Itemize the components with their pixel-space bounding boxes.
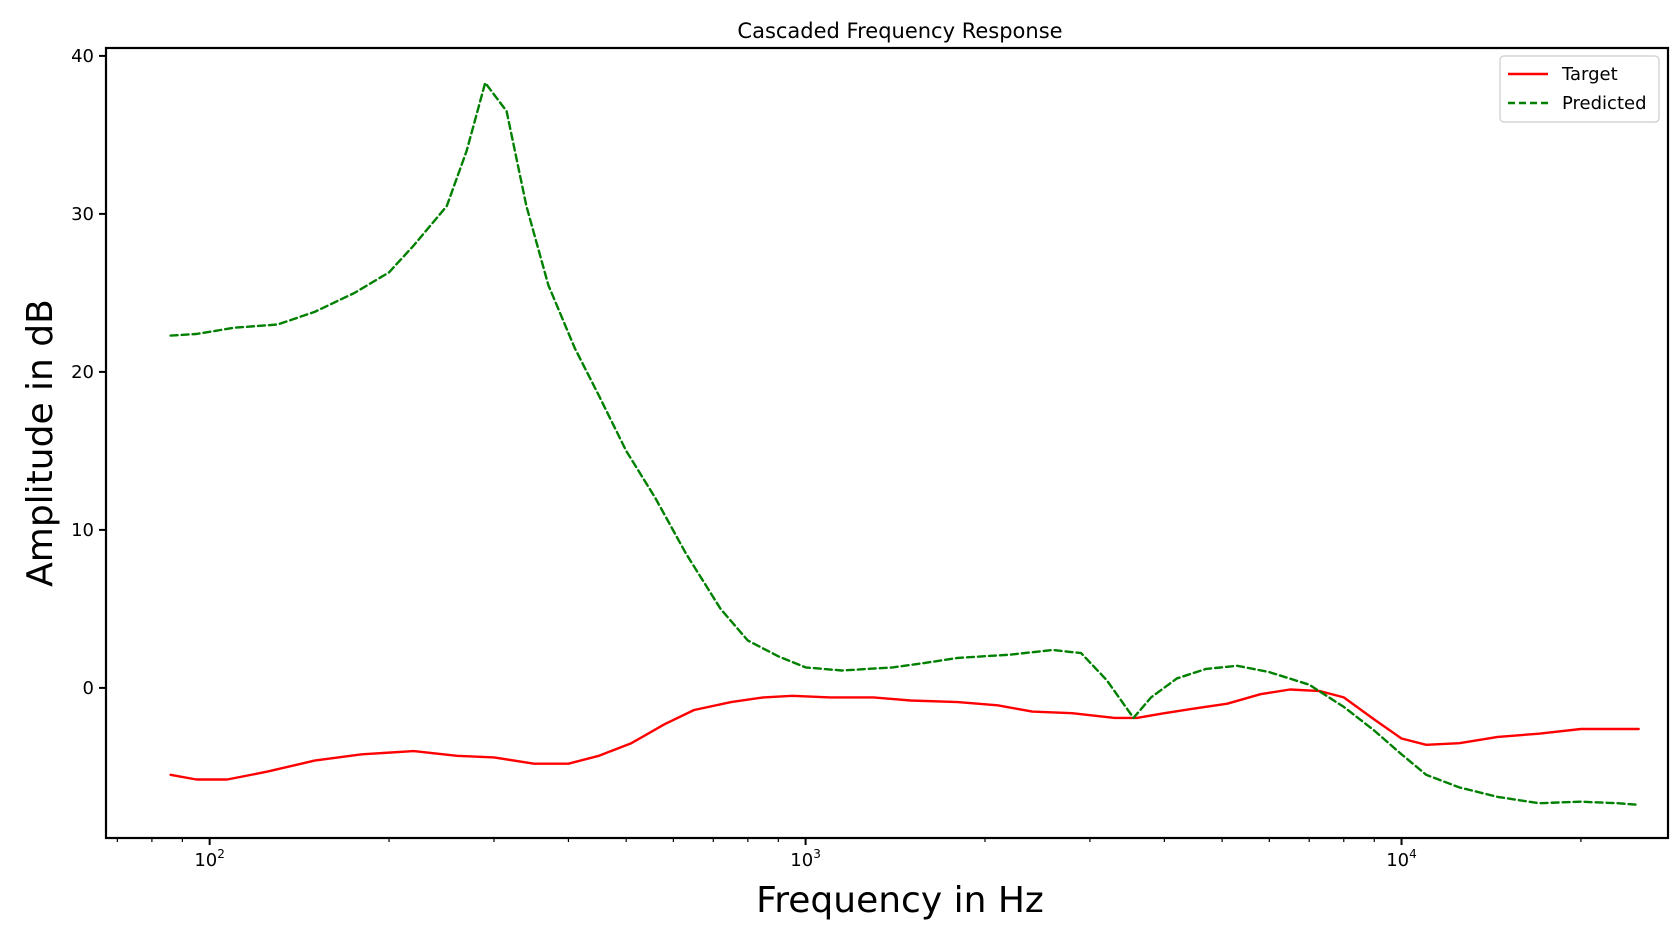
y-tick-label: 20 [71, 362, 94, 383]
y-tick-label: 10 [71, 520, 94, 541]
chart-title: Cascaded Frequency Response [737, 19, 1062, 43]
legend-box [1499, 55, 1660, 123]
y-tick-label: 30 [71, 204, 94, 225]
x-tick-label: 103 [790, 847, 821, 871]
plot-area-frame [104, 46, 1670, 840]
x-axis-label: Frequency in Hz [756, 880, 1044, 921]
series-lines [169, 81, 1640, 806]
plot-border [104, 46, 1670, 840]
x-tick-label: 104 [1386, 847, 1417, 871]
y-axis-label: Amplitude in dB [20, 299, 61, 587]
y-tick-label: 40 [71, 46, 94, 67]
x-tick-label: 102 [194, 847, 225, 871]
y-axis-ticks: 0 10 20 30 40 [71, 46, 106, 699]
x-axis-ticks: 102 103 104 [116, 838, 1582, 871]
series-line-target [169, 688, 1640, 781]
legend-label-target: Target [1561, 64, 1618, 85]
series-line-predicted [169, 81, 1640, 806]
legend-label-predicted: Predicted [1562, 93, 1647, 114]
legend: Target Predicted [1499, 55, 1660, 123]
y-tick-label: 0 [83, 678, 94, 699]
